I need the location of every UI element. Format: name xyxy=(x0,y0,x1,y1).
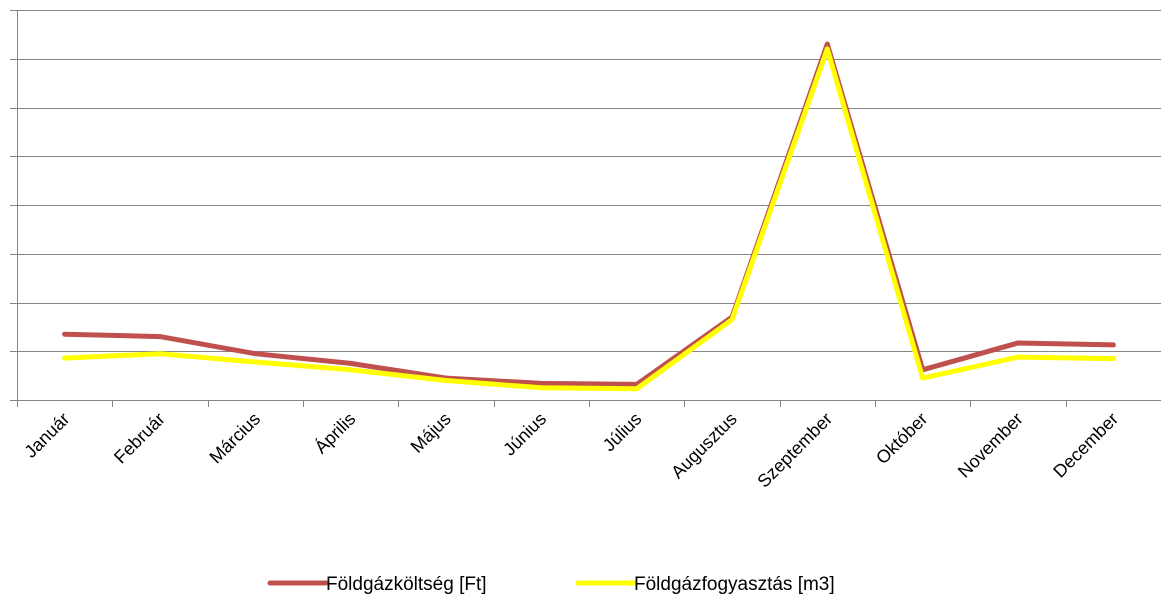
data-point xyxy=(634,386,640,392)
x-tick-label: Június xyxy=(499,409,550,460)
legend-label: Földgázköltség [Ft] xyxy=(326,574,487,595)
series-lines xyxy=(62,41,1116,392)
x-tick-label: Szeptember xyxy=(753,409,836,492)
x-tick-label: November xyxy=(954,409,1027,482)
axes xyxy=(10,10,1161,407)
legend-label: Földgázfogyasztás [m3] xyxy=(634,574,835,595)
x-tick-label: Július xyxy=(599,409,646,456)
data-point xyxy=(824,46,830,52)
x-tick-label: Március xyxy=(205,409,264,468)
x-tick-label: December xyxy=(1049,409,1122,482)
x-tick-label: Augusztus xyxy=(667,409,741,483)
data-point xyxy=(348,360,354,366)
data-point xyxy=(157,334,163,340)
data-point xyxy=(252,351,258,357)
series-line-2 xyxy=(62,46,1116,392)
data-point xyxy=(538,380,544,386)
x-tick-label: Október xyxy=(872,409,931,468)
data-point xyxy=(348,367,354,373)
data-point xyxy=(729,317,735,323)
data-point xyxy=(538,385,544,391)
data-point xyxy=(62,355,68,361)
data-point xyxy=(1110,356,1116,362)
x-tick-label: Május xyxy=(407,409,455,457)
data-point xyxy=(1015,354,1021,360)
x-tick-label: Február xyxy=(110,409,169,468)
data-point xyxy=(252,359,258,365)
data-point xyxy=(62,331,68,337)
x-tick-label: Január xyxy=(20,409,73,462)
data-point xyxy=(443,378,449,383)
gridlines xyxy=(17,10,1161,352)
data-point xyxy=(824,41,830,47)
data-point xyxy=(1015,340,1021,346)
legend: Földgázköltség [Ft] Földgázfogyasztás [m3… xyxy=(267,574,835,595)
series-line-1 xyxy=(62,41,1116,387)
data-point xyxy=(1110,342,1116,348)
x-tick-labels: Január Február Március Április Május Június Jú… xyxy=(20,409,1122,492)
x-tick-label: Április xyxy=(311,409,360,458)
data-point xyxy=(920,375,926,381)
data-point xyxy=(157,351,163,357)
